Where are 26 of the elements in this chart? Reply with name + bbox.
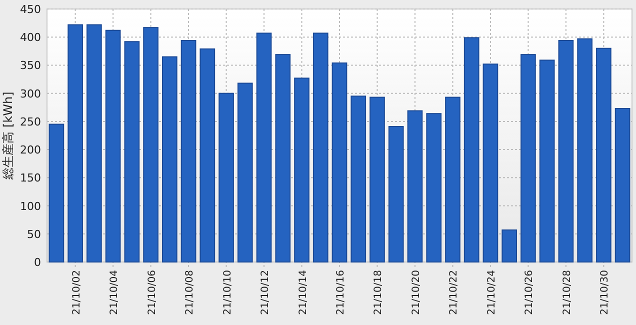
x-tick-label: 21/10/02 [71, 270, 82, 315]
y-tick-label: 100 [20, 200, 41, 213]
y-axis-title: 総生産高 [kWh] [1, 92, 15, 180]
x-tick-label: 21/10/16 [336, 270, 346, 315]
x-tick-label: 21/10/28 [562, 270, 573, 315]
x-tick-label: 21/10/20 [410, 270, 422, 315]
x-tick-label: 21/10/18 [373, 270, 384, 315]
x-tick-label: 21/10/24 [486, 270, 498, 315]
y-tick-label: 0 [34, 256, 41, 269]
x-tick-label: 21/10/26 [524, 270, 536, 315]
x-tick-label: 21/10/22 [448, 270, 460, 315]
y-tick-label: 450 [20, 3, 41, 16]
x-tick-label: 21/10/04 [109, 270, 120, 315]
y-tick-label: 200 [20, 144, 41, 157]
x-tick-label: 21/10/12 [260, 270, 272, 315]
x-tick-label: 21/10/06 [146, 270, 158, 315]
y-tick-label: 350 [20, 59, 41, 72]
x-tick-label: 21/10/10 [222, 270, 234, 315]
y-tick-label: 400 [20, 31, 41, 44]
y-tick-label: 300 [20, 87, 41, 100]
y-tick-label: 150 [20, 172, 41, 185]
x-tick-label: 21/10/30 [600, 270, 611, 315]
y-tick-label: 250 [20, 115, 41, 128]
y-tick-label: 50 [27, 228, 41, 241]
x-tick-label: 21/10/14 [298, 270, 309, 315]
x-tick-label: 21/10/08 [184, 270, 196, 315]
